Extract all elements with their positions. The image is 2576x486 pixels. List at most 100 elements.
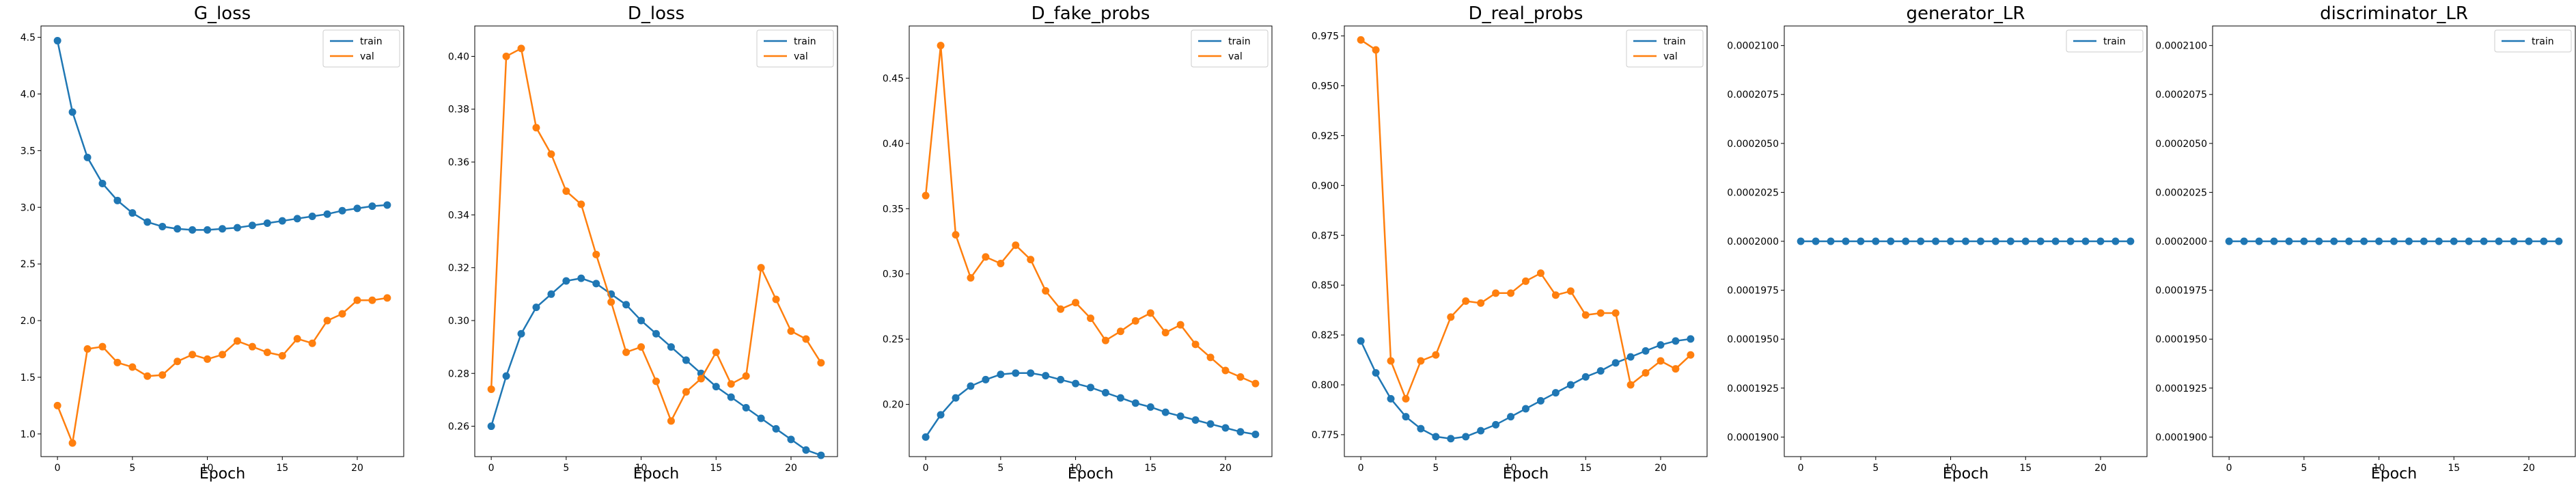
chart-panel-D_fake_probs: D_fake_probs 0 5 10 15 20 0.20 0.25 0.30 0.35 0.40… [883, 3, 1273, 483]
series-line-val [924, 45, 1256, 385]
data-point-train [2330, 237, 2338, 245]
data-point-val [607, 298, 615, 306]
legend-label-val: val [1663, 51, 1678, 62]
data-point-val [368, 296, 376, 304]
legend: train [2494, 29, 2572, 53]
data-point-train [68, 108, 77, 116]
data-point-train [2450, 237, 2458, 245]
data-point-train [368, 202, 376, 211]
data-point-train [1596, 367, 1605, 375]
data-point-train [997, 370, 1005, 379]
data-point-train [1236, 428, 1245, 436]
data-point-val [802, 335, 810, 343]
data-point-train [1991, 237, 1999, 245]
y-tick-label: 0.0001975 [1727, 286, 1779, 297]
data-point-val [1657, 357, 1665, 365]
data-point-val [1626, 381, 1635, 389]
data-point-train [592, 280, 600, 288]
data-point-train [1206, 420, 1215, 428]
x-tick-label: 20 [785, 463, 797, 474]
series-line-val [1360, 39, 1691, 401]
y-tick-label: 0.0002000 [1727, 237, 1779, 247]
data-point-val [982, 253, 990, 261]
data-point-train [2021, 237, 2030, 245]
data-point-train [2465, 237, 2473, 245]
x-tick-label: 15 [276, 463, 288, 474]
data-point-train [1842, 237, 1850, 245]
x-tick-label: 0 [488, 463, 495, 474]
series-line-train [56, 40, 387, 231]
data-point-train [1536, 396, 1545, 405]
legend-box [1191, 29, 1269, 68]
data-point-train [1962, 237, 1969, 245]
data-point-train [922, 433, 930, 441]
data-point-train [682, 356, 690, 364]
data-point-train [1797, 237, 1805, 245]
x-tick-label: 10 [635, 463, 648, 474]
data-point-train [2495, 237, 2503, 245]
y-tick-label: 0.0001975 [2155, 286, 2207, 297]
y-tick-label: 0.40 [448, 51, 469, 62]
legend-box [756, 29, 834, 68]
x-tick-label: 15 [710, 463, 722, 474]
data-point-train [1131, 399, 1139, 407]
legend: train val [1191, 29, 1269, 68]
data-point-val [1236, 373, 1245, 381]
x-tick-label: 20 [2523, 463, 2535, 474]
data-point-train [248, 221, 256, 230]
data-point-train [742, 403, 750, 411]
x-tick-label: 0 [923, 463, 929, 474]
data-point-train [637, 316, 646, 325]
data-point-val [727, 380, 735, 388]
y-tick-label: 0.30 [448, 316, 469, 327]
y-tick-label: 0.850 [1312, 280, 1339, 291]
series-line-train [925, 372, 1256, 438]
y-tick-label: 0.20 [883, 400, 904, 411]
x-tick-label: 0 [1358, 463, 1364, 474]
x-axis-label: Epoch [2371, 465, 2417, 483]
y-tick-label: 2.0 [20, 316, 36, 327]
data-point-val [204, 355, 212, 363]
data-point-train [487, 422, 495, 431]
y-tick-label: 0.0001900 [1727, 432, 1779, 443]
data-point-val [1432, 351, 1440, 359]
data-point-train [1146, 403, 1154, 411]
data-point-train [293, 215, 301, 223]
x-tick-label: 20 [1219, 463, 1232, 474]
x-tick-label: 10 [1505, 463, 1517, 474]
data-point-val [1101, 336, 1109, 345]
y-tick-label: 1.0 [20, 429, 36, 440]
data-point-train [1827, 237, 1835, 245]
data-point-val [1221, 366, 1230, 375]
chart-panel-D_loss: D_loss 0 5 10 15 20 0.26 0.28 0.30 0.32 0.34 0.36 0.… [448, 3, 838, 483]
legend-label-train: train [1663, 36, 1686, 47]
data-point-train [1221, 424, 1230, 432]
data-point-val [1596, 309, 1605, 317]
data-point-train [143, 218, 152, 226]
data-point-train [802, 446, 810, 454]
data-point-train [652, 329, 660, 338]
data-point-val [577, 200, 585, 208]
data-point-train [1251, 431, 1260, 439]
data-point-train [982, 375, 990, 383]
data-point-train [937, 411, 945, 419]
data-point-train [532, 303, 540, 312]
data-point-val [1611, 309, 1620, 317]
axes-frame [1344, 25, 1708, 457]
data-point-val [1642, 369, 1650, 377]
data-point-val [233, 337, 241, 345]
data-point-val [1417, 357, 1425, 365]
chart-title: generator_LR [1907, 3, 2025, 24]
data-point-train [1812, 237, 1820, 245]
data-point-val [308, 339, 316, 347]
data-point-val [1551, 291, 1560, 299]
y-tick-label: 0.800 [1312, 380, 1339, 391]
data-point-train [1657, 341, 1665, 349]
data-point-train [1872, 237, 1880, 245]
data-point-train [2390, 237, 2398, 245]
x-tick-label: 10 [1945, 463, 1957, 474]
data-point-val [174, 357, 182, 366]
legend-label-val: val [360, 51, 374, 62]
y-tick-label: 0.26 [448, 422, 469, 433]
data-point-val [189, 351, 197, 359]
